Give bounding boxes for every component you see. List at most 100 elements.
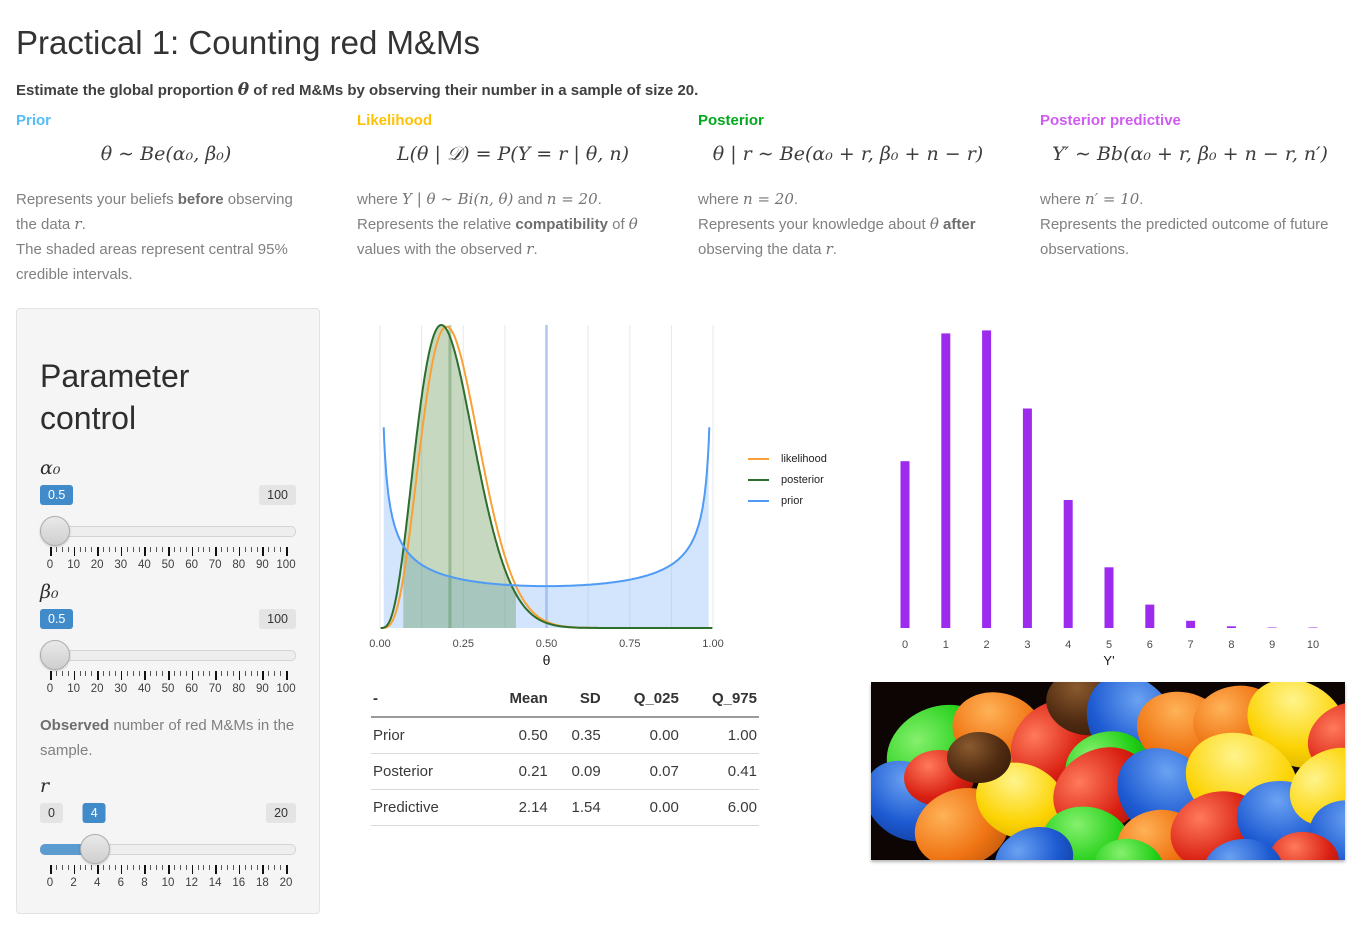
prior-header: Prior — [16, 112, 52, 129]
slider-tick — [73, 865, 76, 874]
alpha0-track[interactable] — [40, 526, 296, 537]
table-cell: Posterior — [371, 753, 483, 790]
column-likelihood: Likelihood L(θ | 𝒟) = P(Y = r | θ, n) wh… — [357, 112, 669, 262]
slider-tick — [168, 865, 170, 874]
slider-tick — [150, 865, 152, 870]
slider-tick — [179, 865, 181, 870]
beta0-slider[interactable]: 0.5 100 0 10 20 30 40 50 60 70 80 90 100 — [40, 609, 296, 695]
beta0-track[interactable] — [40, 650, 296, 661]
slider-grid-label: 6 — [117, 877, 124, 889]
r-max-badge: 20 — [266, 803, 296, 823]
table-cell: 0.41 — [680, 753, 759, 790]
slider-tick — [91, 547, 93, 552]
slider-grid-label: 80 — [232, 683, 246, 695]
slider-tick — [85, 671, 87, 676]
slider-grid-label: 100 — [276, 683, 296, 695]
posterior-credible-area — [403, 325, 516, 628]
slider-grid-label: 30 — [114, 559, 128, 571]
slider-tick — [73, 547, 76, 556]
slider-grid-label: 30 — [114, 683, 128, 695]
slider-tick — [262, 671, 264, 680]
slider-tick — [256, 865, 258, 870]
likelihood-formula: L(θ | 𝒟) = P(Y = r | θ, n) — [397, 143, 629, 165]
slider-tick — [97, 671, 99, 680]
table-cell: 0.50 — [482, 717, 550, 754]
slider-grid-label: 60 — [185, 683, 198, 695]
beta0-value-badge: 0.5 — [40, 609, 74, 629]
slider-tick — [50, 671, 52, 680]
slider-grid-label: 20 — [90, 559, 104, 571]
summary-table-header: - Mean SD Q_025 Q_975 — [371, 681, 759, 718]
slider-tick — [238, 865, 241, 874]
slider-tick — [67, 547, 69, 552]
table-cell: 0.21 — [482, 753, 550, 790]
slider-tick — [114, 865, 116, 870]
legend-label: posterior — [781, 473, 824, 486]
slider-tick — [50, 547, 52, 556]
slider-tick — [191, 671, 194, 680]
slider-grid-label: 12 — [185, 877, 198, 889]
slider-tick — [61, 547, 63, 552]
density-x-tick: 0.75 — [619, 638, 640, 650]
slider-tick — [262, 547, 264, 556]
alpha0-label: α₀ — [40, 457, 61, 479]
summary-table-header-cell: - — [371, 681, 483, 718]
slider-tick — [138, 865, 140, 870]
slider-tick — [203, 865, 205, 870]
slider-tick — [256, 547, 258, 552]
slider-tick — [227, 671, 228, 676]
density-x-tick: 0.00 — [369, 638, 390, 650]
page-subtitle: Estimate the global proportion θ of red … — [16, 80, 699, 100]
slider-tick — [138, 671, 140, 676]
predictive-bar — [1145, 604, 1155, 628]
slider-tick — [85, 547, 87, 552]
slider-grid-label: 60 — [185, 559, 198, 571]
predictive-bar — [982, 330, 992, 628]
predictive-bar — [1226, 626, 1236, 628]
slider-tick — [120, 671, 123, 680]
slider-tick — [61, 671, 63, 676]
slider-tick — [150, 671, 152, 676]
beta0-handle[interactable] — [40, 640, 70, 670]
slider-grid-label: 10 — [161, 877, 175, 889]
predictive-bar — [1308, 627, 1318, 628]
posterior-predictive-bar-chart: 0 1 2 3 4 5 6 7 8 9 10 Y' — [900, 330, 1319, 668]
table-cell: 0.00 — [602, 717, 681, 754]
predictive-bar — [1186, 620, 1196, 628]
prior-formula: θ ∼ Be(α₀, β₀) — [100, 143, 232, 165]
legend-line-swatch — [748, 499, 769, 502]
slider-tick — [244, 865, 246, 870]
slider-tick — [144, 547, 146, 556]
slider-tick — [109, 865, 110, 870]
legend-line-swatch — [748, 457, 769, 460]
alpha0-slider[interactable]: 0.5 100 0 10 20 30 40 50 60 70 80 90 100 — [40, 485, 296, 571]
legend-line-swatch — [748, 478, 769, 481]
slider-tick — [203, 671, 205, 676]
slider-grid-label: 40 — [137, 683, 151, 695]
bar-x-tick: 9 — [1269, 639, 1275, 651]
r-slider[interactable]: 0 4 20 0 2 4 6 8 10 12 14 16 18 20 — [40, 803, 296, 889]
table-cell: Predictive — [371, 789, 483, 826]
slider-tick — [191, 865, 194, 874]
alpha0-handle[interactable] — [40, 516, 70, 546]
slider-tick — [203, 547, 205, 552]
slider-tick — [79, 671, 81, 676]
slider-grid-label: 14 — [208, 877, 222, 889]
slider-grid-label: 50 — [161, 683, 175, 695]
slider-tick — [50, 865, 52, 874]
bar-x-tick: 10 — [1307, 639, 1319, 651]
slider-tick — [173, 547, 175, 552]
predictive-bar — [1104, 567, 1114, 628]
slider-tick — [250, 865, 252, 870]
posterior-predictive-formula: Y′ ∼ Bb(α₀ + r, β₀ + n − r, n′) — [1052, 143, 1328, 165]
alpha0-grid — [50, 547, 288, 557]
slider-grid-label: 40 — [137, 559, 151, 571]
slider-tick — [286, 671, 288, 680]
slider-grid-label: 20 — [279, 877, 293, 889]
slider-tick — [97, 547, 99, 556]
bar-x-tick: 8 — [1228, 639, 1234, 651]
posterior-curve — [380, 323, 713, 629]
r-handle[interactable] — [80, 834, 111, 864]
summary-table-header-cell: Q_975 — [680, 681, 759, 718]
